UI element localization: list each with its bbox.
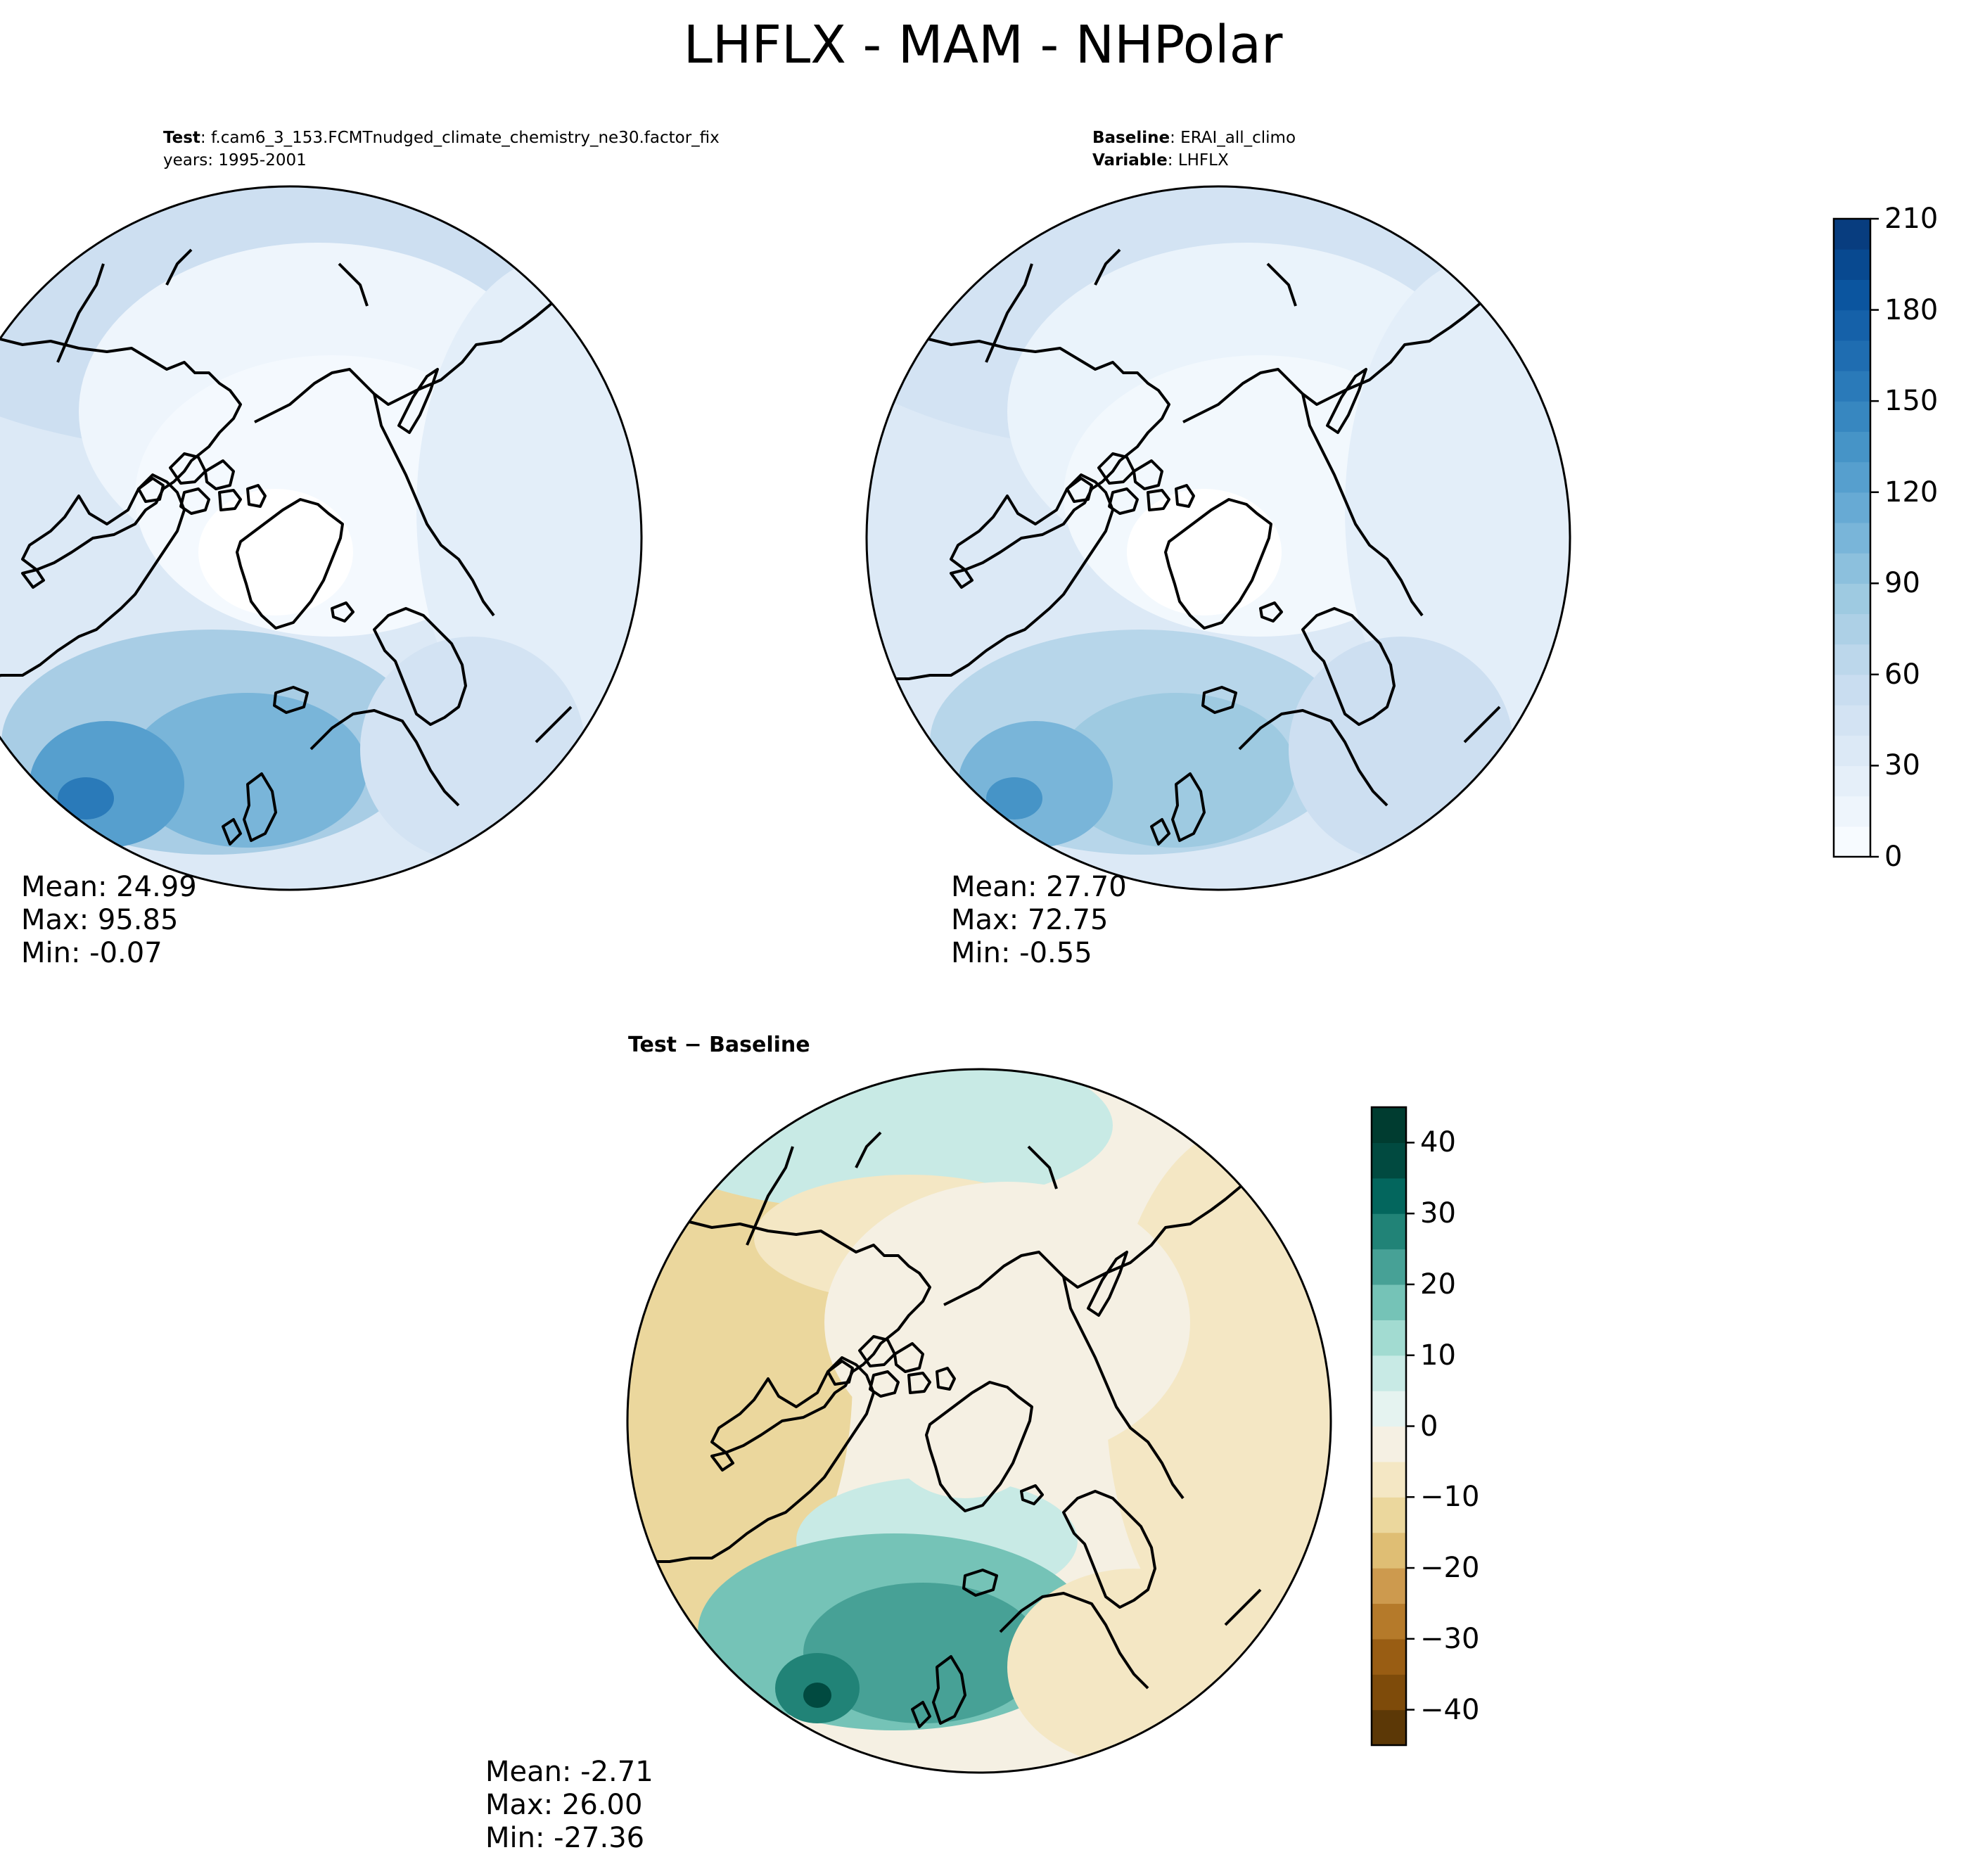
- main-colorbar-segment: [1834, 765, 1870, 797]
- main-colorbar-tick-label: 210: [1884, 203, 1939, 235]
- main-colorbar-segment: [1834, 310, 1870, 341]
- main-colorbar-segment: [1834, 461, 1870, 493]
- diff-colorbar-segment: [1372, 1568, 1406, 1604]
- main-colorbar-segment: [1834, 553, 1870, 584]
- baseline-min: Min: -0.55: [951, 937, 1092, 969]
- diff-colorbar-tick-label: −30: [1420, 1622, 1480, 1655]
- baseline-mean: Mean: 27.70: [951, 871, 1127, 903]
- diff-colorbar-segment: [1372, 1532, 1406, 1569]
- diff-colorbar-segment: [1372, 1355, 1406, 1391]
- main-colorbar-segment: [1834, 583, 1870, 615]
- test-map-boundary: [0, 185, 643, 891]
- test-stats: Mean: 24.99 Max: 95.85 Min: -0.07: [21, 871, 197, 970]
- main-colorbar-segment: [1834, 249, 1870, 280]
- diff-colorbar: [1370, 1106, 1415, 1747]
- diff-colorbar-segment: [1372, 1391, 1406, 1427]
- test-header-line1: Test: f.cam6_3_153.FCMTnudged_climate_ch…: [163, 129, 720, 147]
- main-colorbar-segment: [1834, 492, 1870, 523]
- test-min: Min: -0.07: [21, 937, 162, 969]
- diff-colorbar-tick-label: 40: [1420, 1126, 1456, 1159]
- baseline-max: Max: 72.75: [951, 904, 1109, 936]
- baseline-header-line1: Baseline: ERAI_all_climo: [1092, 129, 1296, 147]
- diff-colorbar-segment: [1372, 1497, 1406, 1533]
- diff-min: Min: -27.36: [485, 1822, 645, 1854]
- main-colorbar-segment: [1834, 219, 1870, 250]
- variable-name: LHFLX: [1177, 151, 1229, 170]
- diff-colorbar-tick-label: 0: [1420, 1410, 1438, 1443]
- main-colorbar-tick-label: 30: [1884, 749, 1920, 782]
- test-mean: Mean: 24.99: [21, 871, 197, 903]
- main-colorbar-segment: [1834, 674, 1870, 706]
- diff-title: Test − Baseline: [628, 1033, 810, 1057]
- baseline-map-panel: [865, 185, 1571, 891]
- test-label: Test: [163, 129, 200, 147]
- diff-colorbar-tick-label: −40: [1420, 1693, 1480, 1726]
- main-colorbar-segment: [1834, 644, 1870, 675]
- test-map-panel: [0, 185, 643, 891]
- diff-mean: Mean: -2.71: [485, 1756, 653, 1788]
- main-colorbar-segment: [1834, 735, 1870, 767]
- baseline-label: Baseline: [1092, 129, 1170, 147]
- diff-colorbar-segment: [1372, 1249, 1406, 1285]
- test-case-name: f.cam6_3_153.FCMTnudged_climate_chemistr…: [210, 129, 720, 147]
- diff-colorbar-tick-label: 10: [1420, 1339, 1456, 1372]
- variable-label: Variable: [1092, 151, 1168, 170]
- baseline-header-line2: Variable: LHFLX: [1092, 151, 1229, 170]
- diff-colorbar-segment: [1372, 1142, 1406, 1179]
- diff-map-boundary: [626, 1068, 1332, 1774]
- diff-colorbar-segment: [1372, 1284, 1406, 1320]
- main-colorbar-frame: [1832, 217, 1872, 858]
- diff-colorbar-segment: [1372, 1603, 1406, 1640]
- main-colorbar-segment: [1834, 796, 1870, 827]
- baseline-stats: Mean: 27.70 Max: 72.75 Min: -0.55: [951, 871, 1127, 970]
- diff-colorbar-tick-label: −20: [1420, 1552, 1480, 1585]
- baseline-map-boundary: [865, 185, 1571, 891]
- diff-colorbar-tick-label: −10: [1420, 1481, 1480, 1514]
- diff-colorbar-tick-label: 30: [1420, 1197, 1456, 1230]
- diff-colorbar-segment: [1372, 1638, 1406, 1675]
- main-colorbar-segment: [1834, 431, 1870, 463]
- diff-colorbar-segment: [1372, 1461, 1406, 1498]
- main-colorbar-segment: [1834, 613, 1870, 645]
- main-colorbar-segment: [1834, 401, 1870, 432]
- main-colorbar-tick-label: 120: [1884, 476, 1939, 509]
- diff-colorbar-segment: [1372, 1107, 1406, 1143]
- main-colorbar-tick-label: 0: [1884, 841, 1903, 873]
- test-max: Max: 95.85: [21, 904, 179, 936]
- diff-colorbar-segment: [1372, 1709, 1406, 1746]
- main-colorbar-segment: [1834, 279, 1870, 311]
- diff-colorbar-tick-label: 20: [1420, 1268, 1456, 1301]
- diff-colorbar-segment: [1372, 1674, 1406, 1711]
- main-colorbar-tick-label: 150: [1884, 385, 1939, 418]
- main-colorbar: [1832, 217, 1879, 858]
- main-colorbar-segment: [1834, 705, 1870, 736]
- baseline-case-name: ERAI_all_climo: [1180, 129, 1296, 147]
- diff-colorbar-segment: [1372, 1320, 1406, 1356]
- main-colorbar-segment: [1834, 522, 1870, 554]
- diff-colorbar-segment: [1372, 1426, 1406, 1462]
- main-colorbar-segment: [1834, 370, 1870, 402]
- main-colorbar-tick-label: 60: [1884, 658, 1920, 691]
- diff-max: Max: 26.00: [485, 1789, 643, 1821]
- diff-colorbar-segment: [1372, 1178, 1406, 1214]
- main-colorbar-tick-label: 90: [1884, 567, 1920, 600]
- test-years: years: 1995-2001: [163, 151, 307, 170]
- diff-colorbar-segment: [1372, 1213, 1406, 1250]
- figure-title: LHFLX - MAM - NHPolar: [683, 15, 1283, 75]
- main-colorbar-tick-label: 180: [1884, 293, 1939, 326]
- diff-stats: Mean: -2.71 Max: 26.00 Min: -27.36: [485, 1756, 653, 1855]
- main-colorbar-segment: [1834, 340, 1870, 371]
- main-colorbar-segment: [1834, 826, 1870, 857]
- diff-map-panel: [626, 1068, 1332, 1774]
